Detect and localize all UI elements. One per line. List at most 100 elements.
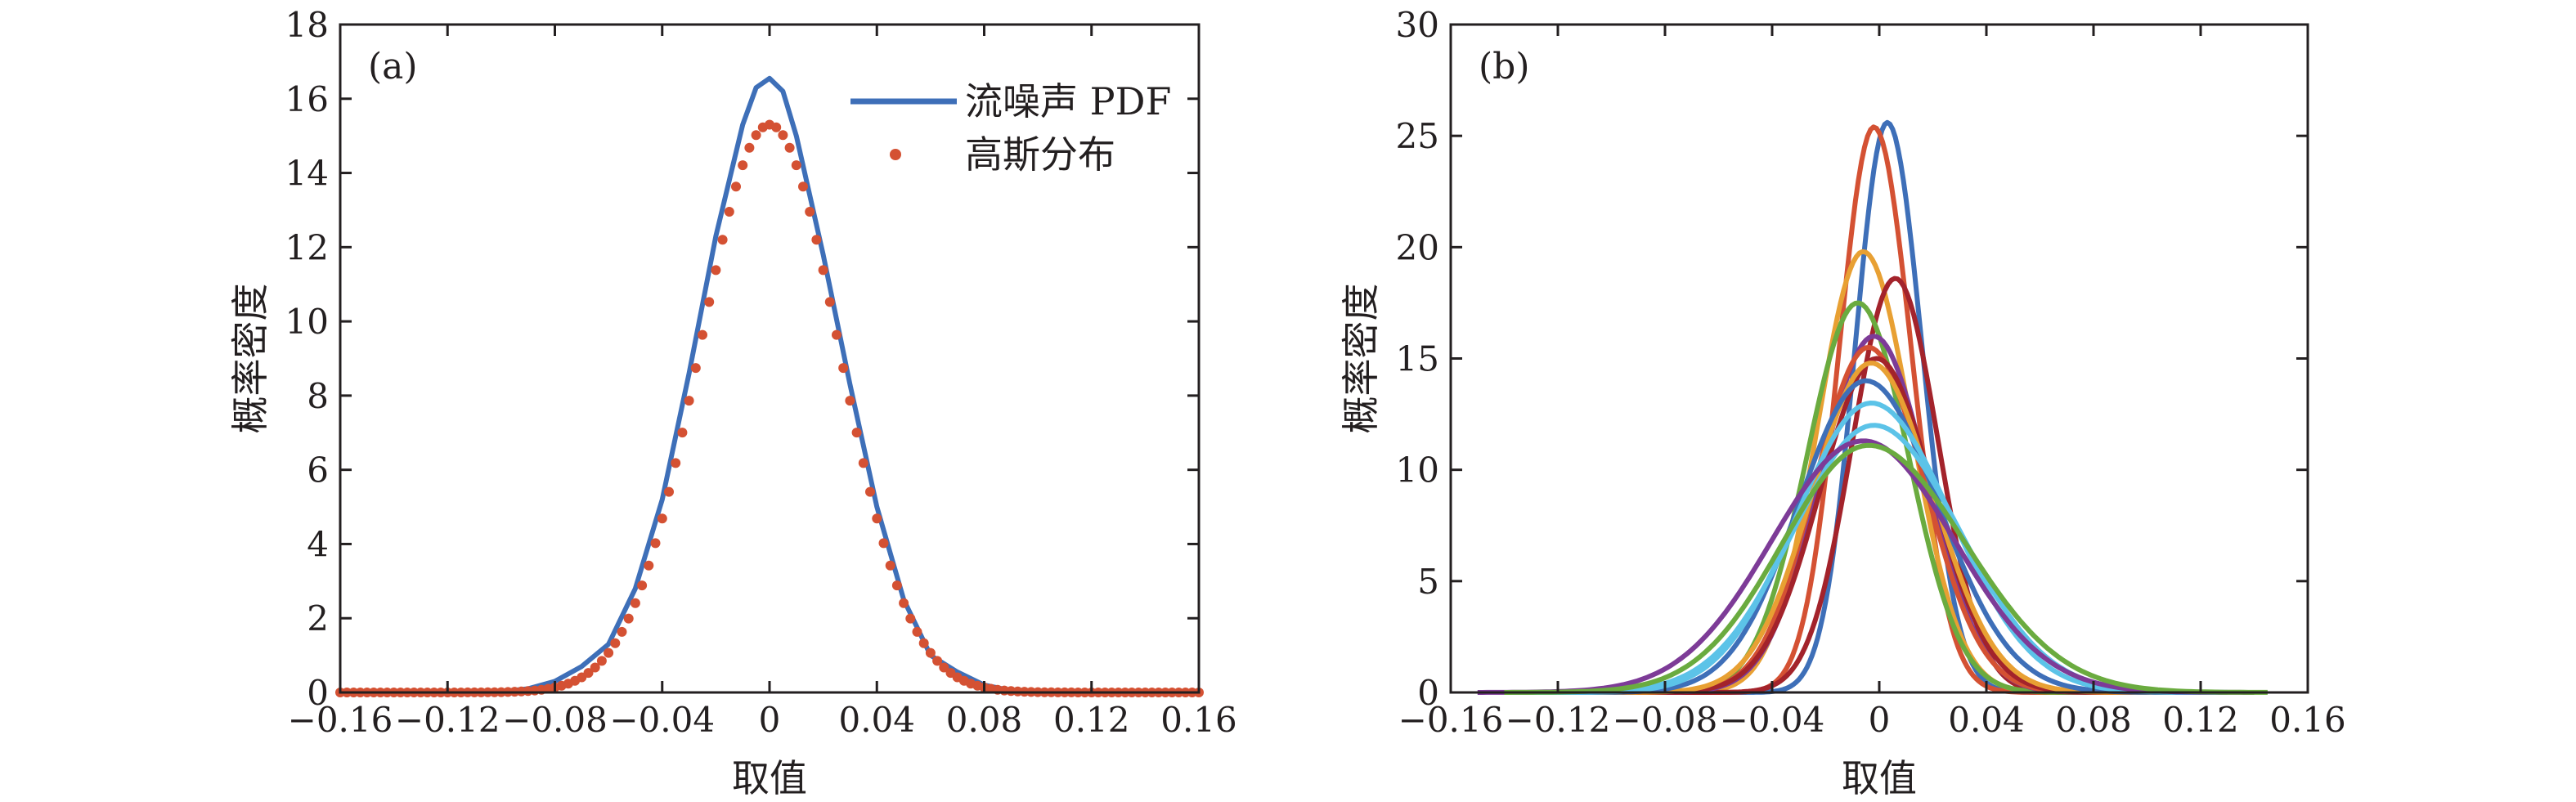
x-tick-label: −0.04 — [1720, 700, 1825, 740]
gaussian-point — [604, 647, 614, 658]
gaussian-point — [832, 329, 841, 340]
x-tick-label: 0.12 — [2162, 700, 2239, 740]
y-tick-label: 10 — [1396, 450, 1439, 491]
gaussian-point — [650, 538, 661, 549]
pdf-curve-8 — [1584, 356, 2147, 695]
x-tick-label: 0.08 — [2055, 700, 2132, 740]
gaussian-point — [677, 428, 688, 438]
x-tick-label: −0.16 — [288, 700, 393, 740]
ticks-a: −0.16 −0.12 −0.08 −0.04 0 0.04 0.08 0.12 0.16 0 2 4… — [285, 5, 1237, 740]
gaussian-point — [590, 662, 600, 673]
gaussian-point — [671, 458, 681, 468]
y-tick-label: 18 — [285, 5, 329, 45]
ticks-b: −0.16 −0.12 −0.08 −0.04 0 0.04 0.08 0.12 0.16 0 5 1… — [1396, 5, 2346, 740]
pdf-curve-7 — [1584, 344, 2147, 695]
plot-area-b — [1477, 119, 2268, 695]
gaussian-point — [596, 656, 607, 666]
gaussian-point — [899, 598, 909, 608]
x-tick-label: −0.08 — [502, 700, 608, 740]
pdf-curve-13 — [1477, 438, 2255, 695]
gaussian-point — [925, 647, 936, 658]
y-tick-label: 0 — [307, 673, 329, 713]
x-tick-label: −0.12 — [1506, 700, 1611, 740]
y-tick-label: 14 — [285, 154, 329, 194]
gaussian-point — [778, 130, 788, 141]
gaussian-point — [838, 363, 849, 374]
gaussian-point — [724, 207, 734, 217]
y-tick-label: 2 — [307, 598, 329, 638]
y-tick-label: 5 — [1417, 562, 1439, 602]
gaussian-point — [905, 613, 916, 624]
gaussian-point — [744, 142, 755, 153]
chart-panel-b: −0.16 −0.12 −0.08 −0.04 0 0.04 0.08 0.12 0.16 0 5 1… — [1339, 5, 2346, 800]
x-tick-label: 0.04 — [838, 700, 915, 740]
series-line-flow-noise — [339, 75, 1200, 695]
x-axis-label-b: 取值 — [1842, 756, 1917, 800]
y-tick-label: 10 — [285, 302, 329, 342]
gaussian-point — [784, 142, 795, 153]
gaussian-point — [932, 656, 943, 666]
gaussian-point — [731, 181, 741, 192]
x-tick-label: −0.08 — [1613, 700, 1718, 740]
gaussian-point — [610, 638, 621, 648]
gaussian-point — [717, 235, 728, 245]
gaussian-point — [657, 513, 667, 524]
gaussian-point — [872, 513, 882, 524]
legend-label-gaussian: 高斯分布 — [965, 132, 1115, 177]
gaussian-point — [791, 160, 801, 171]
panel-label-b: (b) — [1479, 46, 1530, 87]
gaussian-point — [805, 207, 815, 217]
x-tick-label: 0.08 — [946, 700, 1023, 740]
gaussian-point — [918, 638, 929, 648]
gaussian-point — [637, 580, 648, 591]
gaussian-point — [751, 130, 761, 141]
x-tick-label: 0.12 — [1053, 700, 1130, 740]
y-tick-label: 8 — [307, 376, 329, 416]
gaussian-point — [623, 613, 634, 624]
gaussian-point — [939, 662, 949, 673]
pdf-curve-14 — [1504, 442, 2268, 695]
x-tick-label: −0.04 — [609, 700, 715, 740]
x-tick-label: 0.04 — [1948, 700, 2025, 740]
pdf-curve-12 — [1504, 423, 2228, 695]
gaussian-point — [704, 297, 715, 307]
gaussian-point — [690, 363, 701, 374]
gaussian-point — [583, 668, 594, 679]
gaussian-point — [912, 626, 922, 637]
gaussian-point — [617, 626, 627, 637]
gaussian-point — [891, 580, 902, 591]
legend-a: 流噪声 PDF 高斯分布 — [850, 79, 1171, 177]
gaussian-point — [824, 297, 835, 307]
pdf-curve-6 — [1584, 334, 2147, 695]
gaussian-point — [798, 181, 808, 192]
y-tick-label: 0 — [1417, 673, 1439, 713]
x-tick-label: 0 — [1869, 700, 1891, 740]
y-tick-label: 30 — [1396, 5, 1439, 45]
gaussian-point — [644, 560, 654, 571]
pdf-curve-9 — [1558, 361, 2174, 695]
gaussian-point — [771, 122, 782, 132]
gaussian-point — [865, 486, 875, 497]
gaussian-point — [845, 396, 855, 406]
panel-label-a: (a) — [368, 46, 418, 87]
y-axis-label-b: 概率密度 — [1339, 284, 1383, 434]
pdf-curve-3 — [1611, 249, 2120, 695]
gaussian-point — [851, 428, 862, 438]
x-tick-label: 0 — [759, 700, 781, 740]
y-tick-label: 20 — [1396, 227, 1439, 267]
x-axis-label-a: 取值 — [732, 756, 807, 800]
gaussian-point — [738, 160, 748, 171]
y-tick-label: 25 — [1396, 116, 1439, 156]
gaussian-point — [811, 235, 822, 245]
gaussian-point — [878, 538, 889, 549]
y-axis-label-a: 概率密度 — [228, 284, 272, 434]
legend-marker-swatch — [890, 149, 901, 160]
y-tick-label: 6 — [307, 450, 329, 491]
chart-panel-a: −0.16 −0.12 −0.08 −0.04 0 0.04 0.08 0.12 0.16 0 2 4… — [228, 5, 1237, 800]
gaussian-point — [698, 329, 707, 340]
gaussian-point — [684, 396, 694, 406]
y-tick-label: 16 — [285, 79, 329, 119]
gaussian-point — [711, 265, 721, 276]
x-tick-label: −0.12 — [395, 700, 500, 740]
x-tick-label: 0.16 — [1160, 700, 1237, 740]
